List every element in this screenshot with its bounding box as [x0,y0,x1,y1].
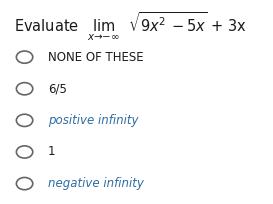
Text: NONE OF THESE: NONE OF THESE [48,51,143,64]
Text: positive infinity: positive infinity [48,114,138,127]
Text: 1: 1 [48,145,55,159]
Text: negative infinity: negative infinity [48,177,144,190]
Text: 6/5: 6/5 [48,82,67,95]
Text: Evaluate  $\lim_{x\to -\infty}$  $\sqrt{9x^2 - 5x}$ + 3x: Evaluate $\lim_{x\to -\infty}$ $\sqrt{9x… [14,10,247,43]
